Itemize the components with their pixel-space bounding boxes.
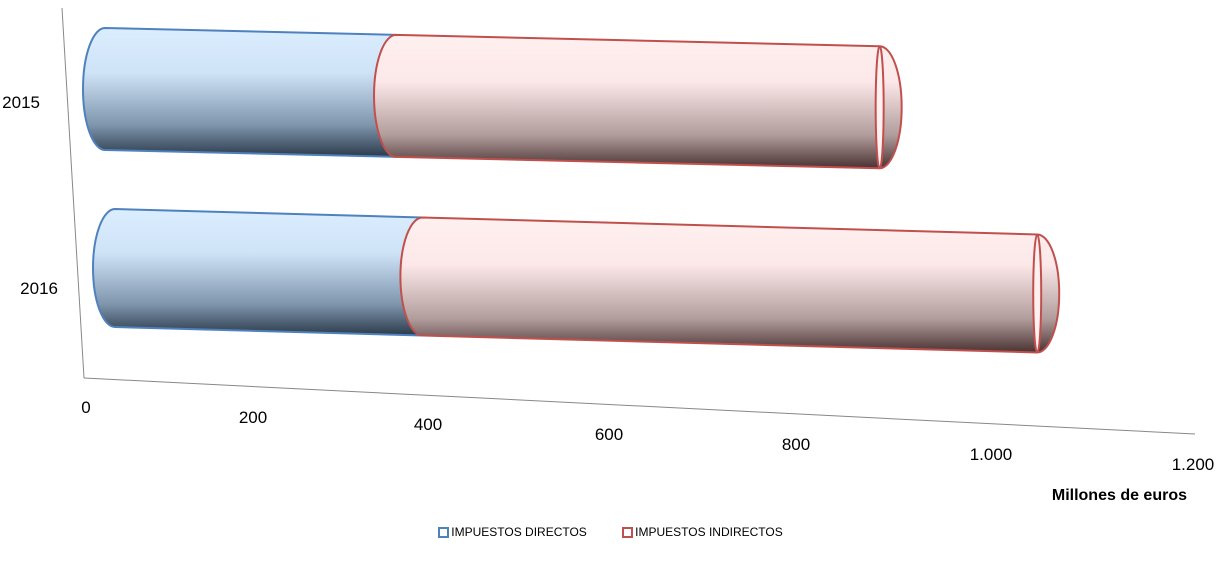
- x-tick-labels: 0 200 400 600 800 1.000 1.200: [81, 398, 1214, 474]
- legend-label-directos: IMPUESTOS DIRECTOS: [451, 525, 587, 540]
- y-axis-line: [61, 7, 85, 379]
- axes: [61, 7, 1196, 435]
- bar-end-cap-2016: [1032, 233, 1043, 354]
- legend: IMPUESTOS DIRECTOS IMPUESTOS INDIRECTOS: [0, 524, 1221, 539]
- legend-item-directos: IMPUESTOS DIRECTOS: [438, 524, 587, 539]
- x-tick-label: 200: [239, 408, 267, 427]
- x-tick-label: 600: [595, 425, 623, 444]
- bars: [82, 26, 1061, 354]
- x-tick-label: 1.200: [1172, 455, 1215, 474]
- x-tick-label: 800: [782, 435, 810, 454]
- bar-directos-2016: [92, 207, 446, 337]
- x-axis-title: Millones de euros: [1052, 487, 1187, 504]
- legend-item-indirectos: IMPUESTOS INDIRECTOS: [622, 524, 783, 539]
- category-label: 2015: [2, 93, 40, 112]
- bar-indirectos-2016: [399, 216, 1061, 354]
- bar-indirectos-2015: [373, 33, 903, 170]
- category-label: 2016: [20, 279, 58, 298]
- x-tick-label: 400: [414, 415, 442, 434]
- legend-label-indirectos: IMPUESTOS INDIRECTOS: [635, 525, 783, 540]
- legend-swatch-directos: [438, 526, 450, 538]
- bar-end-cap-2015: [874, 45, 885, 170]
- category-labels: 2015 2016: [2, 93, 58, 298]
- x-tick-label: 1.000: [970, 445, 1013, 464]
- x-axis-line: [83, 377, 1196, 435]
- bar-directos-2015: [82, 26, 420, 158]
- legend-swatch-indirectos: [622, 526, 634, 538]
- x-tick-label: 0: [81, 398, 90, 417]
